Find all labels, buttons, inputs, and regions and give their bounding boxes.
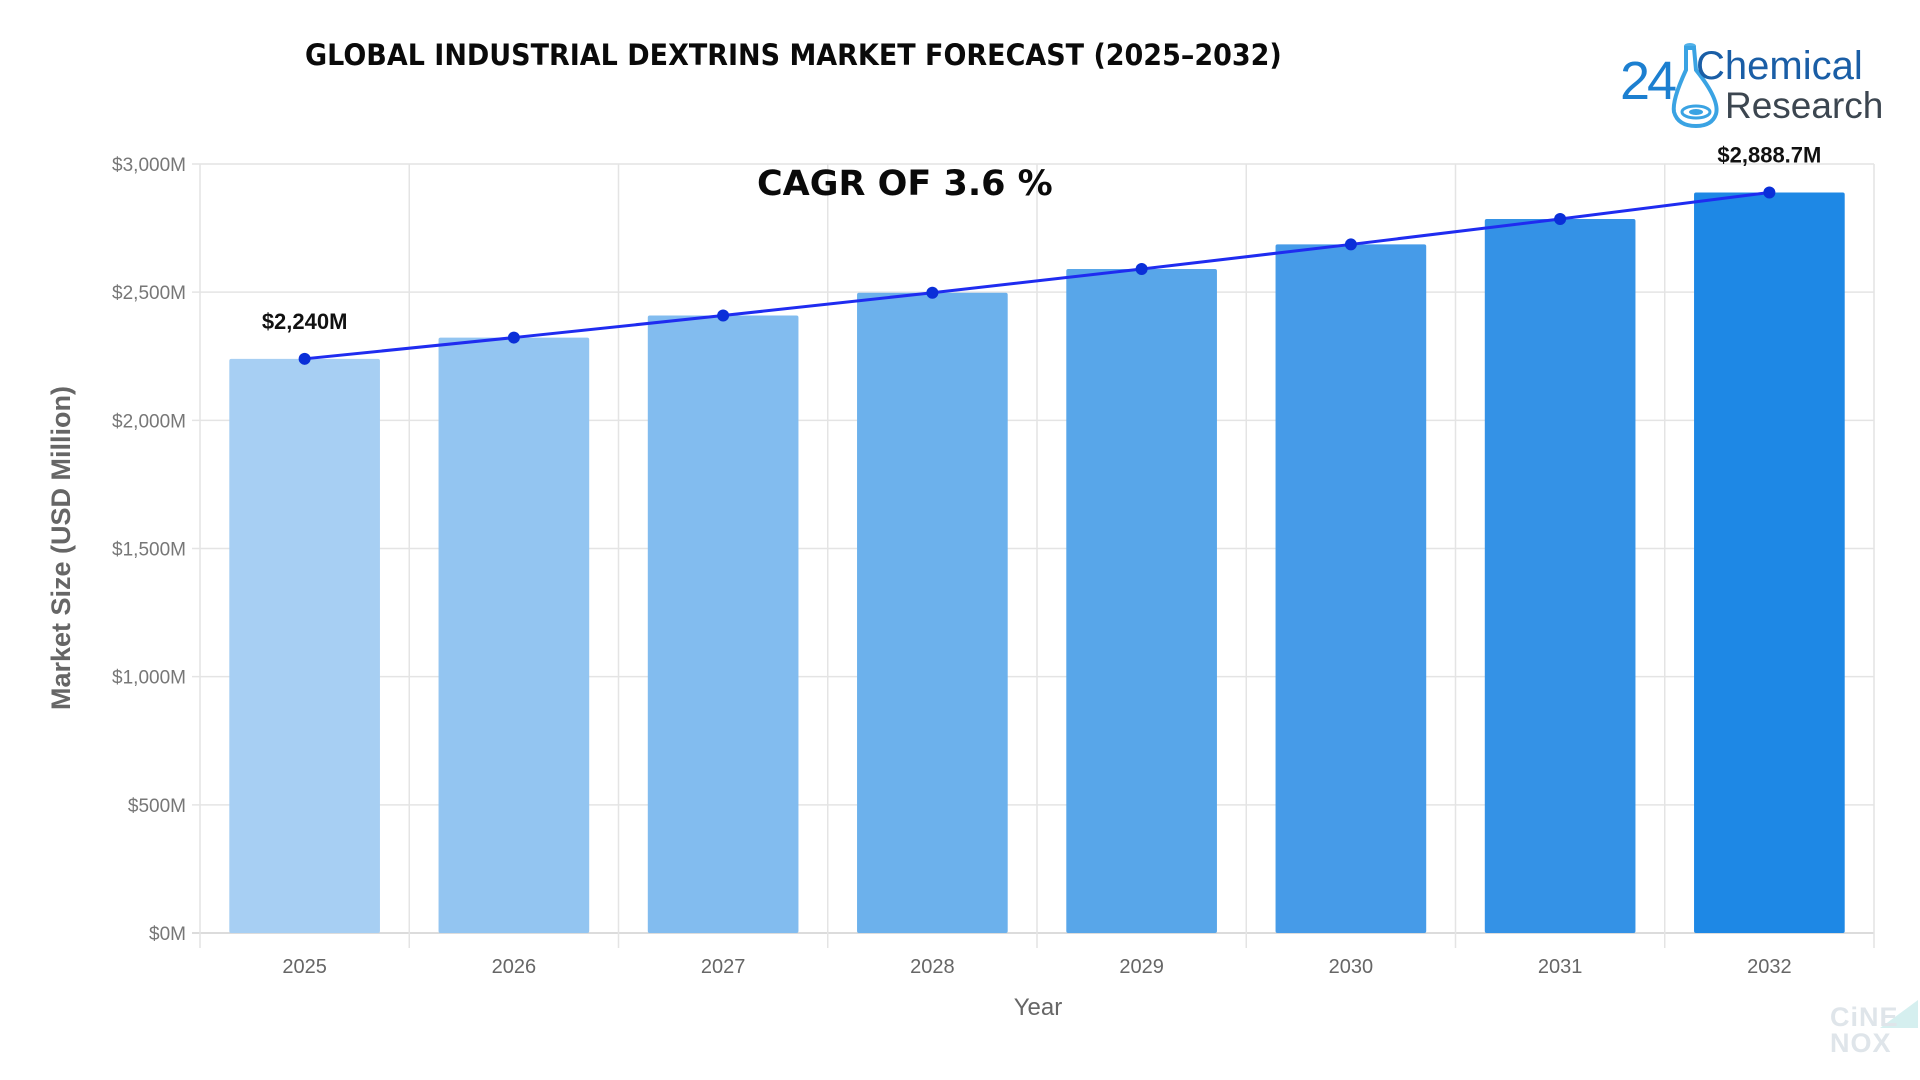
flask-icon: [1671, 43, 1719, 129]
bar-2027: [647, 315, 799, 933]
trend-point-2025: [298, 352, 311, 365]
company-logo: 24 Chemical Research: [1618, 40, 1888, 130]
x-tick-label: 2030: [1329, 956, 1374, 978]
axes: $0M $500M $1,000M $1,500M $2,000M $2,500M $3,0…: [112, 155, 1792, 978]
bars: [229, 192, 1845, 934]
logo-number: 24: [1620, 51, 1677, 111]
labels: $2,240M $2,888.7M: [262, 143, 1822, 334]
data-label-2032: $2,888.7M: [1717, 143, 1821, 168]
trend-point-2029: [1135, 262, 1148, 275]
x-tick-label: 2027: [701, 956, 746, 978]
x-tick-label: 2031: [1538, 956, 1583, 978]
bar-2026: [438, 337, 590, 933]
trend-line-path: [304, 191, 1770, 361]
watermark-line1: CiNE: [1830, 1002, 1899, 1032]
bar-2032: [1694, 192, 1845, 933]
x-tick-label: 2028: [910, 956, 955, 978]
y-tick-label: $3,000M: [112, 155, 186, 176]
y-tick-label: $0M: [149, 924, 186, 945]
bar-2025: [229, 358, 380, 933]
trend-point-2028: [926, 286, 939, 299]
x-tick-label: 2029: [1119, 956, 1164, 978]
trend-point-2032: [1763, 186, 1776, 199]
y-axis-title: Market Size (USD Million): [46, 386, 76, 710]
cagr-annotation: CAGR OF 3.6 %: [757, 164, 1053, 204]
trend-point-2031: [1554, 212, 1567, 225]
x-axis-title: Year: [1014, 994, 1063, 1021]
y-tick-label: $2,500M: [112, 283, 186, 304]
watermark-triangle-icon: [1880, 1000, 1918, 1028]
bar-2029: [1066, 268, 1217, 933]
x-tick-label: 2025: [282, 956, 327, 978]
y-tick-label: $1,000M: [112, 668, 186, 689]
y-tick-label: $2,000M: [112, 411, 186, 432]
watermark: CiNE NOX: [1830, 1000, 1920, 1060]
x-tick-label: 2026: [492, 956, 537, 978]
y-tick-label: $500M: [128, 796, 186, 817]
trend-point-2030: [1344, 238, 1357, 251]
logo-line1: Chemical: [1696, 44, 1863, 88]
bar-2030: [1275, 244, 1427, 934]
logo-line2: Research: [1725, 85, 1884, 126]
y-tick-label: $1,500M: [112, 540, 186, 561]
trend-point-2026: [507, 331, 520, 344]
trend-line: [298, 186, 1776, 365]
bar-2031: [1484, 218, 1636, 933]
bar-2028: [857, 292, 1008, 933]
x-tick-label: 2032: [1747, 956, 1792, 978]
data-label-2025: $2,240M: [262, 309, 348, 334]
watermark-line2: NOX: [1830, 1028, 1892, 1058]
page-title: GLOBAL INDUSTRIAL DEXTRINS MARKET FORECA…: [305, 38, 1282, 72]
trend-point-2027: [717, 309, 730, 322]
